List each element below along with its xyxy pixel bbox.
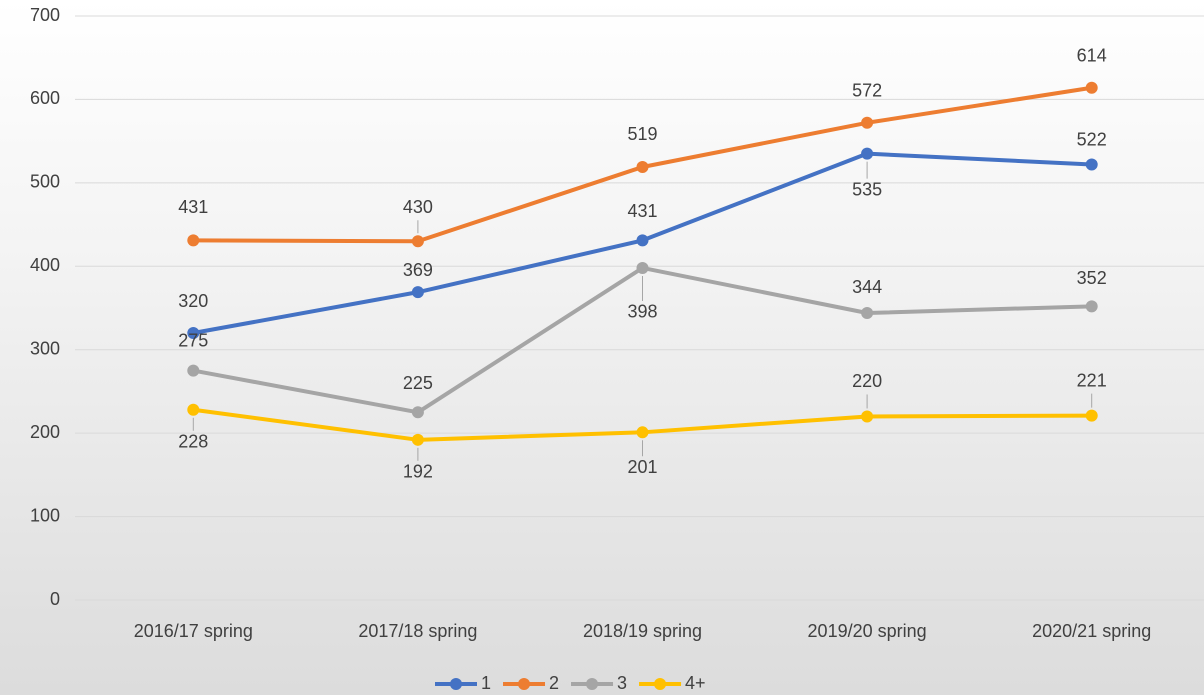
data-label: 320 [178,291,208,311]
point [1086,410,1098,422]
data-label: 220 [852,371,882,391]
point [637,262,649,274]
data-label: 519 [627,124,657,144]
point [187,365,199,377]
y-tick-label: 0 [50,589,60,609]
data-label: 201 [627,457,657,477]
legend-label: 4+ [685,673,706,693]
y-tick-label: 400 [30,255,60,275]
legend-marker [586,678,598,690]
point [861,117,873,129]
point [187,234,199,246]
point [637,161,649,173]
point [1086,82,1098,94]
point [412,434,424,446]
data-label: 431 [627,201,657,221]
x-tick-label: 2019/20 spring [808,621,927,641]
y-tick-label: 100 [30,505,60,525]
point [861,410,873,422]
y-tick-label: 200 [30,422,60,442]
legend-marker [518,678,530,690]
data-label: 535 [852,179,882,199]
data-label: 430 [403,197,433,217]
point [861,148,873,160]
x-tick-label: 2018/19 spring [583,621,702,641]
data-label: 398 [627,302,657,322]
point [412,235,424,247]
y-tick-label: 700 [30,5,60,25]
data-label: 431 [178,197,208,217]
data-label: 344 [852,277,882,297]
point [1086,159,1098,171]
data-label: 225 [403,373,433,393]
point [861,307,873,319]
data-label: 614 [1077,45,1107,65]
x-tick-label: 2016/17 spring [134,621,253,641]
y-tick-label: 300 [30,338,60,358]
legend-marker [450,678,462,690]
data-label: 221 [1077,370,1107,390]
point [412,406,424,418]
point [187,404,199,416]
data-label: 369 [403,260,433,280]
data-label: 275 [178,330,208,350]
data-label: 572 [852,81,882,101]
y-tick-label: 500 [30,172,60,192]
x-tick-label: 2017/18 spring [358,621,477,641]
point [637,426,649,438]
data-label: 228 [178,432,208,452]
legend-label: 1 [481,673,491,693]
data-label: 352 [1077,268,1107,288]
x-tick-label: 2020/21 spring [1032,621,1151,641]
chart: 0 100 200 300 400 500 600 700 2016/17 spring 2017… [0,0,1204,695]
point [1086,300,1098,312]
data-label: 522 [1077,129,1107,149]
y-tick-label: 600 [30,88,60,108]
legend-label: 2 [549,673,559,693]
point [637,234,649,246]
data-label: 192 [403,462,433,482]
legend-label: 3 [617,673,627,693]
legend-marker [654,678,666,690]
point [412,286,424,298]
